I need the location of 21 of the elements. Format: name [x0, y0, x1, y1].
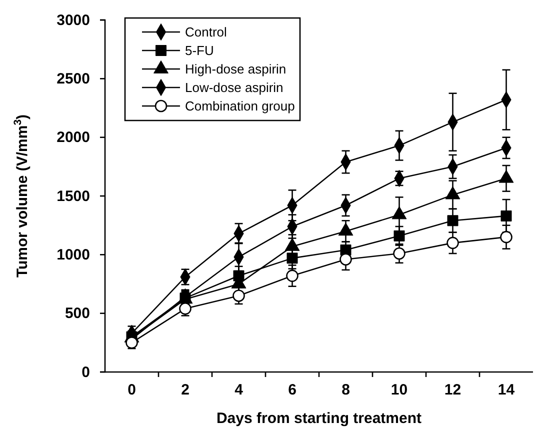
x-tick-label: 4: [234, 382, 244, 399]
x-tick-label: 6: [288, 382, 296, 399]
x-tick-label: 0: [128, 382, 136, 399]
y-tick-label: 1000: [56, 246, 90, 264]
y-tick-label: 2000: [56, 129, 90, 146]
x-tick-label: 14: [498, 382, 516, 399]
legend-label: Control: [185, 24, 228, 40]
x-tick-label: 12: [444, 382, 462, 399]
legend-label: 5-FU: [185, 43, 214, 58]
legend-label: High-dose aspirin: [185, 62, 286, 77]
x-tick-label: 2: [181, 382, 190, 399]
y-tick-label: 1500: [56, 188, 90, 205]
x-tick-label: 10: [390, 382, 408, 399]
y-tick-label: 3000: [56, 12, 90, 29]
y-tick-label: 2500: [56, 70, 90, 88]
y-tick-label: 0: [82, 364, 90, 381]
y-tick-label: 500: [64, 305, 90, 322]
legend-label: Low-dose aspirin: [185, 80, 284, 96]
legend-label: Combination group: [185, 98, 295, 114]
x-axis-title: Days from starting treatment: [216, 410, 422, 427]
x-tick-label: 8: [342, 382, 350, 399]
